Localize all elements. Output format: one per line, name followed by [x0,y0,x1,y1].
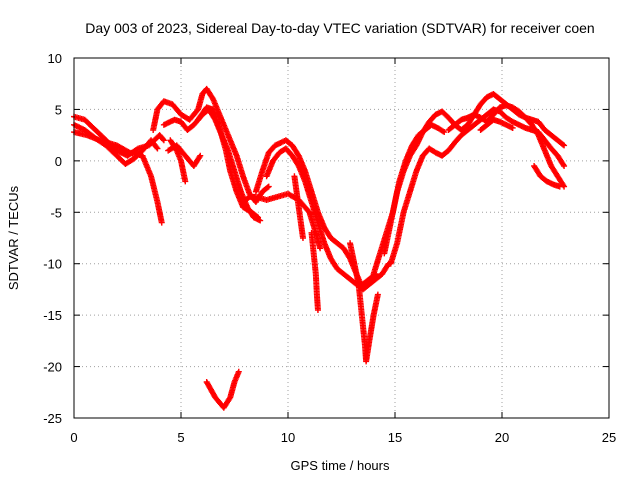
y-tick-label: 5 [55,102,62,117]
data-point [299,235,306,241]
data-point [561,142,568,149]
series-track-u [477,116,516,133]
tick-layer: 0 5 10 15 20 25 10 5 0 -5 -10 -15 -20 -25 [43,51,616,445]
data-point [196,154,203,160]
y-tick-label: -5 [50,205,62,220]
data-point [182,178,189,185]
y-tick-label: 10 [48,51,62,66]
data-point [158,219,165,226]
y-tick-label: -15 [43,308,62,323]
data-point [314,307,321,313]
data-point [439,128,446,135]
data-point [197,152,204,159]
data-point [384,262,391,268]
data-point [125,148,132,155]
y-axis-label: SDTVAR / TECUs [6,185,21,290]
data-point [509,124,516,131]
data-layer [71,85,568,411]
x-tick-label: 15 [388,430,402,445]
y-tick-label: -25 [43,411,62,426]
data-point [556,183,563,190]
data-point [134,146,141,153]
series-track-q [381,91,568,257]
data-point [235,368,242,375]
series-track-r [387,106,568,267]
x-tick-label: 25 [602,430,616,445]
data-point [253,213,260,220]
y-tick-label: -10 [43,257,62,272]
series-track-n [347,240,381,365]
grid-layer [74,58,609,418]
data-point [257,217,264,224]
data-point [264,184,271,191]
data-point [441,129,448,136]
data-point [559,141,566,148]
series-track-l [291,173,306,241]
series-track-i [240,190,324,252]
series-track-d [150,85,272,205]
x-axis-label: GPS time / hours [291,458,390,473]
x-tick-label: 5 [177,430,184,445]
data-point [154,145,161,152]
data-point [255,214,262,221]
y-tick-label: -20 [43,360,62,375]
data-point [317,245,324,252]
chart-title: Day 003 of 2023, Sidereal Day-to-day VTE… [85,20,594,36]
data-point [560,182,567,189]
series-track-t [531,163,563,190]
data-point [560,161,567,168]
data-point [160,137,167,144]
series-track-m [308,229,321,313]
x-tick-label: 10 [281,430,295,445]
y-tick-label: 0 [55,154,62,169]
series-track-g [165,142,204,169]
x-tick-label: 0 [70,430,77,445]
series-track-k [263,145,379,288]
data-point [265,183,272,190]
data-point [160,136,167,143]
plot-frame [73,57,610,419]
data-point [374,291,381,298]
data-point [153,144,160,151]
series-track-o [203,368,242,411]
x-tick-label: 20 [495,430,509,445]
data-point [561,163,568,169]
